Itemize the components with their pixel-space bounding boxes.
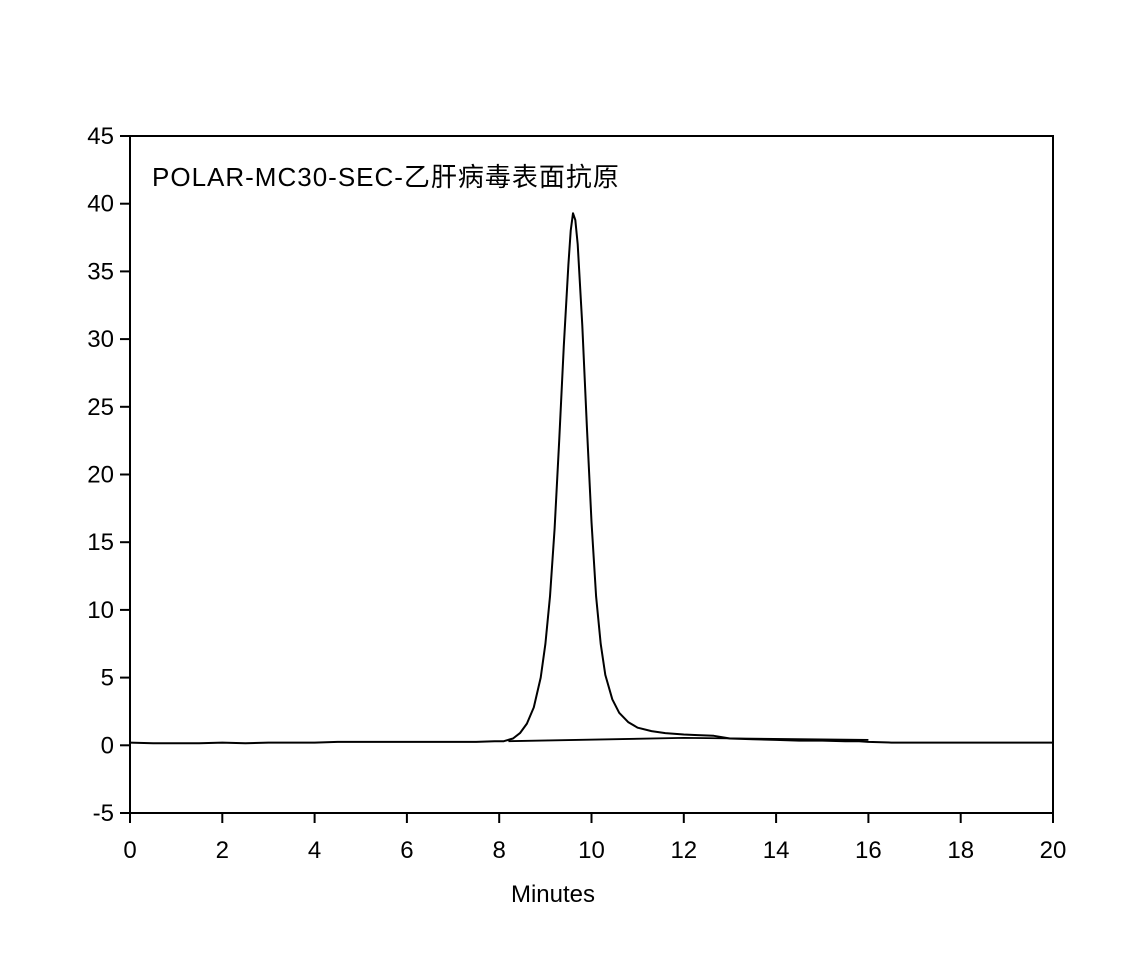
chart-title: POLAR-MC30-SEC-乙肝病毒表面抗原 [152,162,620,192]
x-tick-label: 0 [123,837,136,864]
y-tick-label: 25 [87,394,114,421]
x-tick-label: 18 [947,837,974,864]
x-tick-label: 8 [493,837,506,864]
x-tick-label: 10 [578,837,605,864]
y-tick-label: 10 [87,597,114,624]
series-layer [129,212,1053,745]
y-tick-label: -5 [93,800,114,827]
y-tick-label: 15 [87,529,114,556]
x-tick-label: 6 [400,837,413,864]
x-tick-label: 4 [308,837,321,864]
y-tick-label: 5 [101,665,114,692]
y-tick-label: 30 [87,326,114,353]
x-tick-label: 12 [670,837,697,864]
y-tick-label: 20 [87,462,114,489]
x-axis-title: Minutes [511,881,595,908]
series-line-signal [129,212,1053,745]
x-axis: 0 2 4 6 8 10 12 14 16 18 20 [123,813,1066,864]
series-line-baseline [508,737,869,743]
x-tick-label: 16 [855,837,882,864]
y-tick-label: 0 [101,732,114,759]
y-tick-label: 45 [87,123,114,150]
y-tick-label: 40 [87,191,114,218]
plot-frame [129,135,1054,814]
x-tick-label: 14 [763,837,790,864]
x-tick-label: 2 [216,837,229,864]
y-axis: -5 0 5 10 15 20 25 30 35 40 45 [87,123,130,827]
y-tick-label: 35 [87,258,114,285]
x-tick-label: 20 [1040,837,1067,864]
